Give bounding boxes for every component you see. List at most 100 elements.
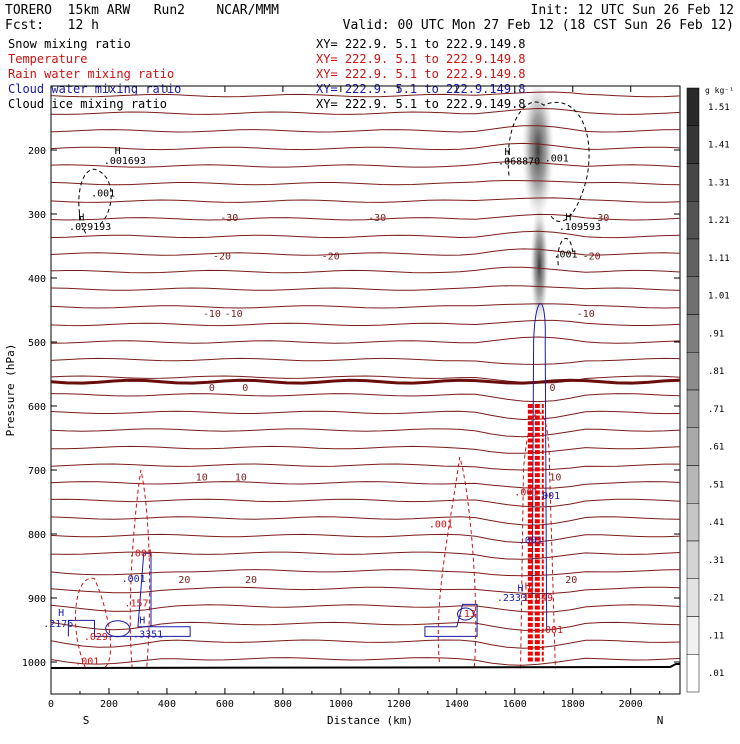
header-title: TORERO 15km ARW Run2 NCAR/MMM xyxy=(5,3,279,18)
colorbar-swatch xyxy=(686,503,700,542)
colorbar-label: .11 xyxy=(708,631,724,641)
isotherm-label: -30 xyxy=(591,213,609,224)
colorbar-label: .81 xyxy=(708,367,724,377)
isotherm-label: -30 xyxy=(368,213,386,224)
contour-annotation: .029 xyxy=(84,632,108,643)
x-axis: 0 200 400 600 800 1000 1200 1400 1600 1800 2000 xyxy=(48,86,661,710)
colorbar-label: 1.31 xyxy=(708,178,730,188)
isotherm-line xyxy=(51,319,680,327)
contour-annotation: H xyxy=(565,212,571,223)
contour-annotation: .001 xyxy=(539,625,563,636)
isotherm-label: -10 xyxy=(577,309,595,320)
colorbar-label: .51 xyxy=(708,480,724,490)
temperature-isotherms xyxy=(51,91,680,666)
isotherm-line xyxy=(51,604,680,613)
isotherm-label: -10 xyxy=(203,309,221,320)
cloud-water-contour-center xyxy=(424,603,478,637)
isotherm-line xyxy=(51,498,680,508)
colorbar-label: 1.11 xyxy=(708,254,730,264)
x-tick-label: 200 xyxy=(100,699,118,710)
colorbar-swatch xyxy=(686,125,700,164)
colorbar-swatch xyxy=(686,238,700,277)
colorbar: 1.51 1.41 1.31 1.21 1.11 1.01 .91 .81 .71 .61 .51.… xyxy=(686,87,730,693)
isotherm-label: 10 xyxy=(235,472,247,483)
isotherm-label: 20 xyxy=(565,575,577,586)
isotherm-line xyxy=(51,125,680,133)
isotherm-label: -10 xyxy=(225,309,243,320)
legend-item-xy: XY= 222.9. 5.1 to 222.9.149.8 xyxy=(316,97,526,111)
x-tick-label: 2000 xyxy=(619,699,643,710)
y-tick-label: 200 xyxy=(28,146,46,157)
contour-annotation: 1.649 xyxy=(523,593,553,604)
isotherm-line xyxy=(51,248,680,256)
cloud-ice-contour-left xyxy=(78,168,112,234)
endpoint-right-label: N xyxy=(657,714,664,727)
legend-item-xy: XY= 222.9. 5.1 to 222.9.149.8 xyxy=(316,67,526,81)
isotherm-line xyxy=(51,586,680,595)
contour-annotation: .001 xyxy=(514,488,538,499)
isotherm-line xyxy=(51,285,680,291)
isotherm-labels: -30 -30 -30 -20 -20 -20 -10 -10 -10 0 0 0 10 10 10 20 20… xyxy=(178,213,609,586)
rain-contour-center xyxy=(437,457,477,669)
cloud-ice-shading xyxy=(521,86,554,326)
colorbar-label: .31 xyxy=(708,556,724,566)
cloud-water-core-left xyxy=(105,620,131,638)
contour-annotation: .109593 xyxy=(559,222,601,233)
plot-frame xyxy=(50,85,681,695)
x-tick-label: 1000 xyxy=(329,699,353,710)
colorbar-swatch xyxy=(686,87,700,126)
isotherm-zero-line xyxy=(51,378,680,385)
rain-contour-left-a xyxy=(74,577,112,669)
y-tick-label: 800 xyxy=(28,530,46,541)
isotherm-line xyxy=(51,481,680,489)
x-tick-label: 1800 xyxy=(561,699,585,710)
colorbar-swatch xyxy=(686,389,700,428)
colorbar-label: 1.01 xyxy=(708,292,730,302)
isotherm-line xyxy=(51,357,680,365)
colorbar-label: 1.21 xyxy=(708,216,730,226)
contour-annotation: .001 xyxy=(519,536,543,547)
contour-annotation: .13 xyxy=(458,609,476,620)
contour-annotation: .3351 xyxy=(133,630,163,641)
colorbar-swatch xyxy=(686,427,700,466)
legend-item-name: Snow mixing ratio xyxy=(8,37,131,51)
x-axis-label: Distance (km) xyxy=(327,714,413,727)
colorbar-swatch xyxy=(686,540,700,579)
y-tick-label: 400 xyxy=(28,274,46,285)
isotherm-line xyxy=(51,533,680,544)
contour-annotation: .001 xyxy=(545,154,569,165)
isotherm-line xyxy=(51,179,680,186)
colorbar-swatch xyxy=(686,465,700,504)
contour-annotation: .2176 xyxy=(43,619,73,630)
isotherm-line xyxy=(51,410,680,421)
cloud-water-core-center xyxy=(457,607,475,621)
legend-item-xy: XY= 222.9. 5.1 to 222.9.149.8 xyxy=(316,37,526,51)
contour-annotation: H xyxy=(58,608,64,619)
colorbar-swatch xyxy=(686,201,700,240)
isotherm-line xyxy=(51,197,680,203)
x-tick-label: 600 xyxy=(216,699,234,710)
contour-annotation: H xyxy=(525,582,531,593)
isotherm-line xyxy=(51,569,680,577)
contour-annotation: .068870 xyxy=(498,157,540,168)
contour-annotation: H xyxy=(518,584,524,595)
colorbar-label: 1.41 xyxy=(708,141,730,151)
contour-annotation: .001 xyxy=(429,520,453,531)
isotherm-line xyxy=(51,91,680,98)
colorbar-swatch xyxy=(686,314,700,353)
legend-item-xy: XY= 222.9. 5.1 to 222.9.149.8 xyxy=(316,52,526,66)
colorbar-swatch xyxy=(686,578,700,617)
contour-annotation: .001 xyxy=(91,189,115,200)
y-tick-label: 1000 xyxy=(22,658,46,669)
y-tick-label: 700 xyxy=(28,466,46,477)
legend-item-name: Cloud ice mixing ratio xyxy=(8,97,167,111)
contour-annotation: .2333 xyxy=(497,593,527,604)
isotherm-line xyxy=(51,161,680,168)
isotherm-label: 10 xyxy=(196,472,208,483)
isotherm-label: -30 xyxy=(220,213,238,224)
contour-annotation: .001 xyxy=(553,250,577,261)
legend-item-name: Cloud water mixing ratio xyxy=(8,82,181,96)
isotherm-line xyxy=(51,213,680,221)
y-tick-label: 500 xyxy=(28,338,46,349)
